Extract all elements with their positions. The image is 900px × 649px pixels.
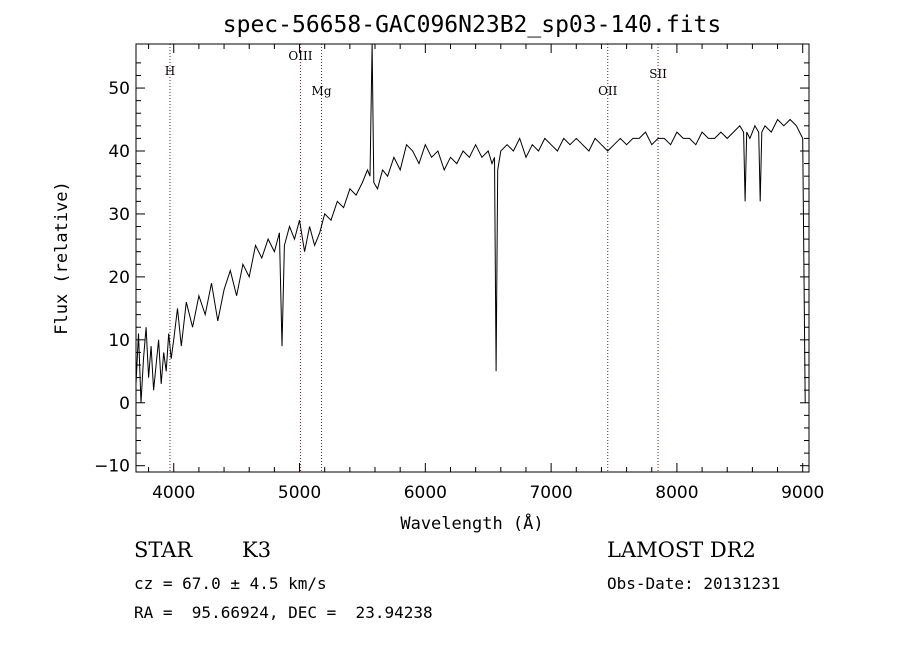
y-tick-label: 50	[108, 79, 130, 99]
coordinates: RA = 95.66924, DEC = 23.94238	[134, 603, 433, 622]
redshift-cz: cz = 67.0 ± 4.5 km/s	[134, 574, 327, 593]
x-tick-label: 7000	[529, 483, 572, 503]
y-axis-label: Flux (relative)	[52, 181, 72, 335]
object-class: STAR	[134, 538, 193, 562]
line-label-h: H	[165, 64, 175, 78]
line-label-oii: OII	[598, 84, 618, 98]
x-tick-label: 5000	[278, 483, 321, 503]
y-tick-label: 0	[119, 394, 130, 414]
obs-date: Obs-Date: 20131231	[607, 574, 781, 593]
x-tick-label: 8000	[655, 483, 698, 503]
plot-frame	[135, 43, 810, 473]
line-label-sii: SII	[649, 67, 667, 81]
line-label-oiii: OIII	[288, 49, 312, 63]
x-axis-label: Wavelength (Å)	[400, 512, 543, 534]
chart-title: spec-56658-GAC096N23B2_sp03-140.fits	[223, 12, 722, 38]
x-tick-label: 4000	[152, 483, 195, 503]
object-subclass: K3	[242, 538, 272, 562]
y-tick-label: 30	[108, 205, 130, 225]
x-tick-label: 6000	[404, 483, 447, 503]
survey-label: LAMOST DR2	[607, 538, 756, 562]
spectral-lines: H OIII Mg OII SII	[165, 44, 667, 472]
y-tick-label: 10	[108, 331, 130, 351]
line-label-mg: Mg	[312, 84, 332, 98]
spectrum-line-0	[135, 43, 806, 403]
y-tick-label: −10	[94, 457, 130, 477]
x-tick-label: 9000	[781, 483, 824, 503]
y-tick-label: 40	[108, 142, 130, 162]
spectrum-series	[135, 43, 806, 403]
y-tick-label: 20	[108, 268, 130, 288]
axis-ticks: 4000 5000 6000 7000 8000 9000 −10 0 10 20 30 40 50	[94, 44, 824, 503]
